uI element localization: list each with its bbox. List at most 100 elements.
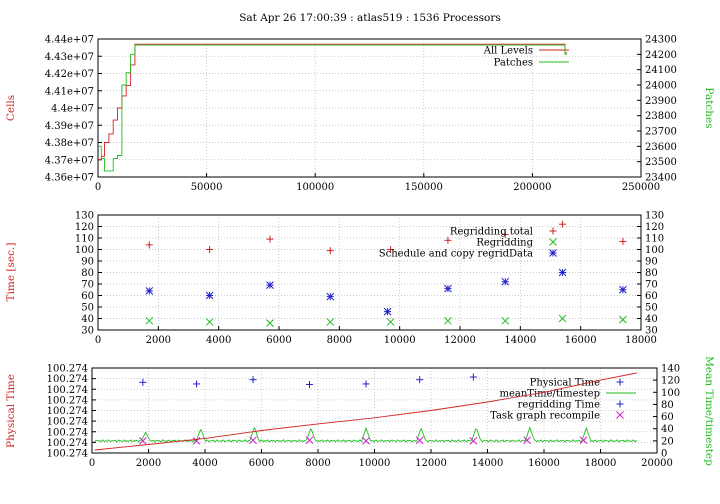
data-point: [362, 437, 370, 445]
data-point: [362, 380, 370, 388]
y-tick-label: 4.37e+07: [45, 155, 94, 166]
data-point: [558, 314, 567, 323]
data-point: [145, 316, 154, 325]
data-point: [206, 246, 214, 253]
y-tick-label: 4.43e+07: [45, 52, 94, 63]
y2-tick-label: 0: [661, 449, 667, 460]
legend-label: regridding Time: [518, 400, 600, 411]
data-point: [139, 378, 147, 386]
y2-tick-label: 23400: [645, 173, 677, 184]
y2-tick-label: 140: [661, 364, 680, 375]
y-tick-label: 4.41e+07: [45, 86, 94, 97]
data-point: [145, 241, 153, 249]
data-point: [579, 436, 588, 445]
y2-tick-label: 40: [661, 424, 674, 435]
y-axis-label: Time [sec.]: [5, 243, 17, 302]
y2-tick-label: 24100: [645, 65, 677, 76]
x-tick-label: 16000: [528, 458, 560, 469]
data-point: [326, 292, 335, 301]
cells-patches-panel: 0 50000 100000 150000 200000 250000 4.36e+07 4.…: [5, 35, 715, 194]
legend-label: Schedule and copy regridData: [379, 249, 533, 260]
data-point: [266, 235, 274, 243]
y2-tick-label: 90: [645, 257, 658, 268]
data-point: [326, 247, 334, 255]
x-tick-label: 4000: [206, 335, 231, 346]
data-point: [619, 285, 627, 294]
y-tick-label: 50: [81, 303, 94, 314]
y2-tick-label: 24200: [645, 50, 677, 61]
y-tick-label: 100.274: [47, 427, 88, 438]
x-tick-label: 8000: [305, 458, 330, 469]
data-point: [523, 436, 531, 445]
data-point: [619, 315, 627, 324]
legend-label: Regridding: [476, 238, 533, 249]
x-tick-label: 50000: [191, 182, 223, 193]
y2-tick-label: 130: [645, 211, 664, 222]
y-axis-label: Cells: [5, 95, 17, 121]
y-tick-label: 100.274: [47, 374, 88, 385]
y-tick-label: 100.274: [47, 449, 88, 460]
data-point: [558, 268, 567, 277]
data-point: [266, 319, 274, 327]
x-tick-label: 16000: [565, 335, 597, 346]
data-point: [444, 284, 452, 293]
series-line-meantime: [94, 426, 638, 443]
y2-tick-label: 23500: [645, 157, 677, 168]
data-point: [306, 380, 314, 388]
y-tick-label: 30: [81, 326, 94, 337]
y2-tick-label: 24000: [645, 81, 677, 92]
physical-time-panel: 0 2000 4000 6000 8000 10000 12000 14000 16000 180…: [5, 356, 715, 469]
x-tick-label: 4000: [192, 458, 217, 469]
x-tick-label: 100000: [296, 182, 334, 193]
data-point: [383, 307, 392, 316]
y2-tick-label: 50: [645, 303, 658, 314]
data-point: [501, 231, 509, 239]
data-point: [205, 291, 214, 300]
x-tick-label: 0: [95, 335, 101, 346]
x-tick-label: 18000: [585, 458, 617, 469]
data-point: [469, 437, 478, 445]
data-point: [205, 318, 214, 326]
x-tick-label: 14000: [504, 335, 536, 346]
page-title: Sat Apr 26 17:00:39 : atlas519 : 1536 Pr…: [239, 12, 501, 24]
legend-label: Regridding total: [450, 227, 533, 238]
y-tick-label: 90: [81, 257, 94, 268]
y-tick-label: 100.274: [47, 385, 88, 396]
legend-label: Patches: [494, 58, 533, 69]
y2-tick-label: 30: [645, 326, 658, 337]
y2-tick-label: 23800: [645, 111, 677, 122]
data-point: [305, 436, 314, 445]
legend-marker: [549, 227, 557, 235]
data-point: [619, 237, 627, 245]
x-tick-label: 6000: [249, 458, 274, 469]
data-point: [501, 316, 510, 325]
y2-tick-label: 24300: [645, 35, 677, 46]
y-tick-label: 4.42e+07: [45, 69, 94, 80]
y2-tick-label: 110: [645, 234, 664, 245]
data-point: [415, 436, 424, 445]
plot-frame: [91, 367, 658, 454]
legend-label: Physical Time: [530, 378, 600, 389]
data-point: [138, 437, 147, 445]
legend-marker: [549, 238, 557, 246]
y-tick-label: 4.4e+07: [51, 104, 94, 115]
data-point: [192, 437, 201, 445]
data-point: [416, 376, 424, 384]
y2-tick-label: 100: [645, 245, 664, 256]
y2-tick-label: 120: [661, 376, 680, 387]
y-tick-label: 4.44e+07: [45, 35, 94, 46]
data-point: [266, 281, 274, 290]
plot-frame: [97, 214, 642, 331]
y-tick-label: 130: [75, 211, 94, 222]
y2-tick-label: 23900: [645, 96, 677, 107]
y2-tick-label: 23600: [645, 142, 677, 153]
x-tick-label: 12000: [444, 335, 476, 346]
y2-axis-label: Mean Time/timestep: [703, 356, 715, 466]
x-tick-label: 20000: [641, 458, 673, 469]
x-tick-label: 8000: [327, 335, 352, 346]
data-point: [469, 373, 477, 381]
legend-marker: [616, 400, 624, 408]
series-line-patches: [98, 44, 568, 172]
data-point: [386, 318, 395, 326]
